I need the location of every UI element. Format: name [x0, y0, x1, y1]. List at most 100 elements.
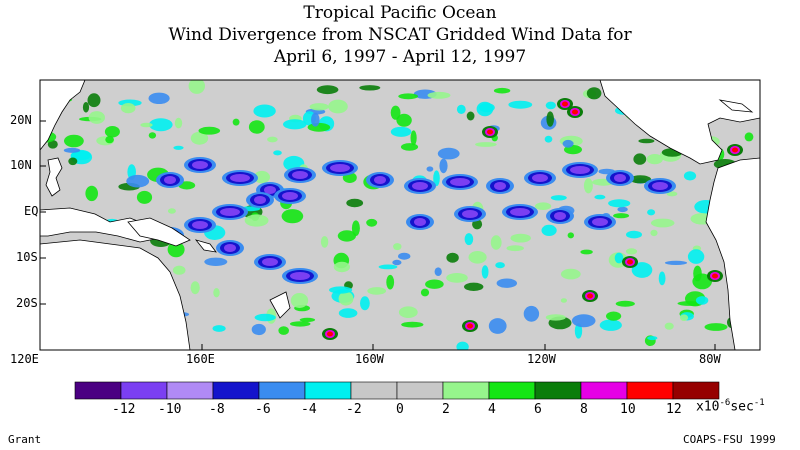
- divergence-patch: [650, 218, 675, 228]
- divergence-patch: [631, 262, 653, 278]
- convergence-patch: [532, 174, 548, 182]
- divergence-spot: [627, 259, 633, 265]
- divergence-patch: [692, 273, 712, 290]
- divergence-patch: [148, 92, 170, 105]
- divergence-patch: [456, 104, 466, 114]
- divergence-patch: [496, 278, 517, 288]
- divergence-patch: [213, 288, 220, 298]
- convergence-patch: [494, 182, 506, 190]
- divergence-patch: [198, 126, 221, 135]
- colorbar-swatch: [258, 381, 306, 400]
- lat-label-20n: 20N: [10, 113, 32, 127]
- colorbar-tick-12: 12: [666, 402, 682, 417]
- divergence-patch: [289, 321, 311, 327]
- title-line-1: Tropical Pacific Ocean: [303, 3, 497, 23]
- divergence-spot: [587, 293, 593, 299]
- lon-label-160w: 160W: [355, 352, 384, 366]
- divergence-patch: [337, 230, 356, 242]
- divergence-patch: [666, 191, 678, 197]
- divergence-patch: [456, 341, 469, 350]
- divergence-patch: [617, 206, 628, 213]
- lat-label-eq: EQ: [24, 204, 39, 218]
- divergence-patch: [647, 209, 656, 216]
- land-caribbean: [718, 99, 754, 113]
- divergence-patch: [366, 218, 378, 227]
- colorbar-swatch: [580, 381, 628, 400]
- divergence-patch: [437, 147, 460, 160]
- divergence-patch: [390, 126, 412, 137]
- colorbar-swatch: [626, 381, 674, 400]
- divergence-patch: [571, 314, 596, 328]
- divergence-patch: [190, 281, 200, 295]
- divergence-patch: [594, 194, 606, 200]
- divergence-patch: [433, 170, 440, 187]
- divergence-patch: [253, 170, 270, 184]
- divergence-patch: [396, 113, 412, 127]
- land-solomon-islands: [194, 239, 217, 253]
- convergence-patch: [224, 244, 236, 252]
- divergence-patch: [490, 235, 502, 250]
- divergence-patch: [360, 296, 370, 311]
- divergence-patch: [439, 158, 448, 174]
- divergence-patch: [560, 268, 581, 280]
- lat-label-20s: 20S: [16, 296, 38, 310]
- divergence-patch: [338, 308, 358, 318]
- divergence-patch: [104, 126, 120, 138]
- divergence-patch: [346, 198, 364, 208]
- divergence-patch: [398, 306, 418, 319]
- colorbar-tick-6: 6: [534, 402, 542, 417]
- divergence-patch: [328, 99, 348, 114]
- colorbar-unit: x10-6sec-1: [696, 398, 765, 414]
- land-new-guinea: [127, 217, 191, 247]
- colorbar-tick-m6: -6: [255, 402, 271, 417]
- divergence-patch: [687, 249, 705, 264]
- divergence-patch: [254, 313, 276, 322]
- divergence-patch: [398, 93, 419, 100]
- divergence-patch: [567, 232, 574, 239]
- land-new-zealand: [269, 291, 291, 319]
- colorbar-tick-m12: -12: [112, 402, 136, 417]
- divergence-patch: [446, 273, 468, 283]
- divergence-patch: [479, 103, 495, 113]
- divergence-patch: [664, 260, 688, 265]
- divergence-patch: [136, 190, 153, 204]
- divergence-spot: [467, 323, 473, 329]
- divergence-spot: [712, 273, 718, 279]
- land-philippines: [45, 157, 63, 197]
- divergence-patch: [167, 241, 185, 258]
- convergence-patch: [230, 174, 250, 182]
- divergence-patch: [174, 117, 183, 129]
- colorbar: [74, 381, 720, 400]
- colorbar-tick-10: 10: [620, 402, 636, 417]
- divergence-patch: [273, 150, 282, 156]
- colorbar-tick-m4: -4: [301, 402, 317, 417]
- divergence-patch: [167, 208, 176, 214]
- convergence-patch: [254, 196, 266, 204]
- divergence-patch: [488, 318, 507, 334]
- divergence-patch: [583, 178, 593, 194]
- convergence-patch: [262, 258, 278, 266]
- divergence-patch: [281, 209, 304, 224]
- unit-exponent: -6: [719, 398, 731, 408]
- lon-label-80w: 80W: [699, 352, 721, 366]
- convergence-patch: [282, 192, 298, 200]
- divergence-patch: [188, 80, 205, 94]
- divergence-patch: [614, 252, 624, 264]
- divergence-patch: [316, 85, 339, 95]
- divergence-patch: [120, 103, 136, 114]
- colorbar-swatch: [488, 381, 536, 400]
- divergence-patch: [410, 130, 417, 146]
- divergence-patch: [244, 214, 269, 227]
- divergence-patch: [446, 252, 459, 263]
- divergence-patch: [475, 142, 497, 147]
- colorbar-swatch: [74, 381, 122, 400]
- divergence-patch: [545, 101, 556, 110]
- divergence-patch: [560, 298, 568, 303]
- divergence-patch: [615, 300, 635, 307]
- convergence-patch: [510, 208, 530, 216]
- divergence-patch: [351, 220, 360, 236]
- colorbar-swatch: [396, 381, 444, 400]
- convergence-patch: [570, 166, 590, 174]
- divergence-patch: [606, 311, 622, 321]
- divergence-patch: [481, 265, 489, 279]
